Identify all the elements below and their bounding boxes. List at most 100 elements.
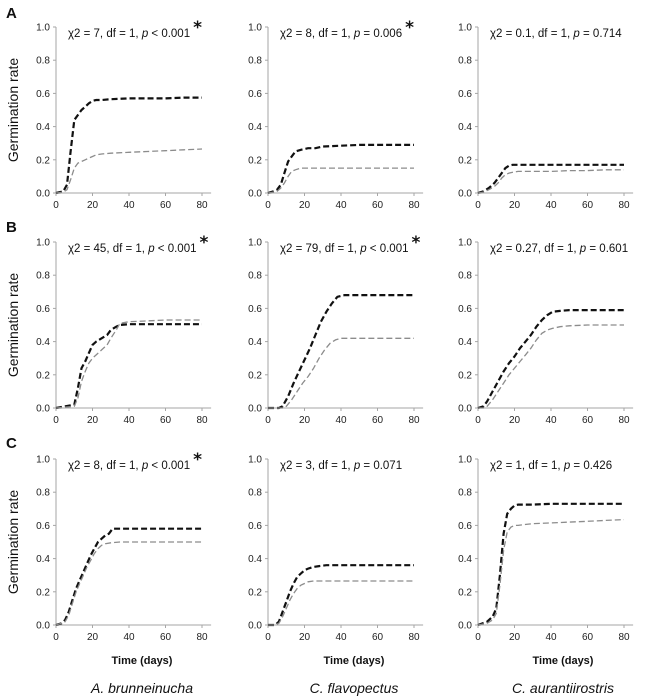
y-tick-label: 0.6 [458, 89, 472, 100]
y-tick-label: 0.8 [36, 488, 50, 499]
stat-part: χ2 = 79, df = 1, [280, 243, 360, 255]
y-tick-label: 1.0 [458, 23, 472, 34]
y-tick-label: 0.2 [458, 370, 472, 381]
x-tick-label: 0 [53, 632, 59, 643]
y-tick-label: 0.2 [458, 587, 472, 598]
significance-star: * [193, 450, 202, 470]
y-tick-label: 0.0 [248, 621, 262, 632]
stat-part: χ2 = 1, df = 1, [490, 460, 564, 472]
stat-annotation: χ2 = 0.27, df = 1, p = 0.601 [490, 243, 628, 255]
y-tick-label: 0.6 [36, 521, 50, 532]
stat-part: < 0.001 [148, 460, 190, 472]
y-tick-label: 1.0 [248, 238, 262, 249]
x-tick-label: 60 [372, 200, 384, 211]
y-tick-label: 0.0 [36, 404, 50, 415]
x-axis-label: Time (days) [324, 655, 385, 667]
x-axis-label: Time (days) [112, 655, 173, 667]
y-tick-label: 0.0 [458, 189, 472, 200]
chart-panel: 0.0 0.2 0.4 0.6 0.8 1.0 0 20 40 60 80 χ2 = 0.27, df… [458, 238, 634, 426]
stat-part: p [579, 243, 587, 255]
series-line-gray [268, 337, 414, 409]
stat-annotation: χ2 = 1, df = 1, p = 0.426 [490, 460, 612, 472]
x-tick-label: 0 [265, 200, 271, 211]
y-tick-label: 0.4 [36, 337, 50, 348]
y-tick-label: 0.8 [458, 271, 472, 282]
stat-annotation: χ2 = 7, df = 1, p < 0.001 [68, 28, 190, 40]
chart-panel: 0.0 0.2 0.4 0.6 0.8 1.0 0 20 40 60 80 χ2 = 0.1, df … [458, 23, 634, 211]
x-tick-label: 40 [335, 415, 347, 426]
stat-part: = 0.426 [570, 460, 612, 472]
series-line-gray [477, 518, 625, 626]
series-line-black [55, 96, 202, 195]
y-tick-label: 0.8 [458, 56, 472, 67]
stat-part: p [147, 243, 155, 255]
x-tick-label: 80 [196, 415, 208, 426]
y-tick-label: 0.2 [458, 155, 472, 166]
x-tick-label: 0 [265, 632, 271, 643]
y-tick-label: 1.0 [36, 23, 50, 34]
y-tick-label: 0.6 [36, 89, 50, 100]
x-tick-label: 40 [123, 632, 135, 643]
x-tick-label: 20 [87, 200, 99, 211]
x-tick-label: 80 [618, 415, 630, 426]
species-label-3: C. aurantiirostris [512, 680, 614, 696]
series-line-black [268, 564, 414, 627]
y-tick-label: 0.8 [458, 488, 472, 499]
stat-part: χ2 = 0.27, df = 1, [490, 243, 580, 255]
x-tick-label: 20 [299, 632, 311, 643]
chart-panel: 0.0 0.2 0.4 0.6 0.8 1.0 0 20 40 60 80 χ2 = 1, df = … [458, 455, 634, 643]
stat-part: χ2 = 45, df = 1, [68, 243, 148, 255]
y-tick-label: 0.6 [458, 304, 472, 315]
x-tick-label: 40 [335, 200, 347, 211]
significance-star: * [200, 233, 209, 253]
y-axis-label: Germination rate [5, 58, 21, 162]
y-tick-label: 0.8 [248, 56, 262, 67]
y-axis-label: Germination rate [5, 490, 21, 594]
x-tick-label: 20 [87, 415, 99, 426]
y-tick-label: 0.6 [248, 521, 262, 532]
y-tick-label: 1.0 [248, 455, 262, 466]
x-tick-label: 60 [160, 632, 172, 643]
x-tick-label: 80 [408, 632, 420, 643]
y-tick-label: 0.0 [36, 621, 50, 632]
series-line-gray [55, 148, 203, 194]
stat-part: < 0.001 [155, 243, 197, 255]
species-label-1: A. brunneinucha [90, 680, 193, 696]
series-line-gray [268, 580, 414, 626]
stat-part: < 0.001 [367, 243, 409, 255]
y-tick-label: 0.2 [36, 370, 50, 381]
x-tick-label: 80 [408, 415, 420, 426]
series-line-black [55, 527, 202, 627]
x-tick-label: 0 [475, 632, 481, 643]
x-tick-label: 60 [372, 632, 384, 643]
x-tick-label: 20 [509, 200, 521, 211]
row-label-a: A [6, 5, 17, 22]
y-tick-label: 1.0 [36, 455, 50, 466]
y-tick-label: 0.4 [458, 337, 472, 348]
x-tick-label: 40 [545, 415, 557, 426]
y-tick-label: 0.8 [36, 271, 50, 282]
x-axis-labels: Time (days) Time (days) Time (days) [112, 655, 594, 667]
stat-annotation: χ2 = 8, df = 1, p < 0.001 [68, 460, 190, 472]
row-label-b: B [6, 219, 17, 236]
y-tick-label: 1.0 [458, 455, 472, 466]
y-tick-label: 0.4 [458, 122, 472, 133]
chart-panel: 0.0 0.2 0.4 0.6 0.8 1.0 0 20 40 60 80 χ2 = 79, df =… [248, 233, 424, 426]
y-tick-label: 0.6 [248, 89, 262, 100]
series-line-gray [477, 169, 624, 194]
x-tick-label: 20 [299, 200, 311, 211]
stat-annotation: χ2 = 79, df = 1, p < 0.001 [280, 243, 409, 255]
stat-part: χ2 = 8, df = 1, [68, 460, 142, 472]
row-label-c: C [6, 435, 17, 452]
x-tick-label: 0 [475, 415, 481, 426]
series-line-black [477, 163, 624, 195]
x-tick-label: 80 [408, 200, 420, 211]
stat-part: p [359, 243, 367, 255]
x-tick-label: 0 [53, 415, 59, 426]
stat-annotation: χ2 = 0.1, df = 1, p = 0.714 [490, 28, 622, 40]
series-line-black [268, 294, 414, 410]
y-tick-label: 0.8 [248, 488, 262, 499]
x-tick-label: 60 [372, 415, 384, 426]
y-tick-label: 0.2 [248, 370, 262, 381]
